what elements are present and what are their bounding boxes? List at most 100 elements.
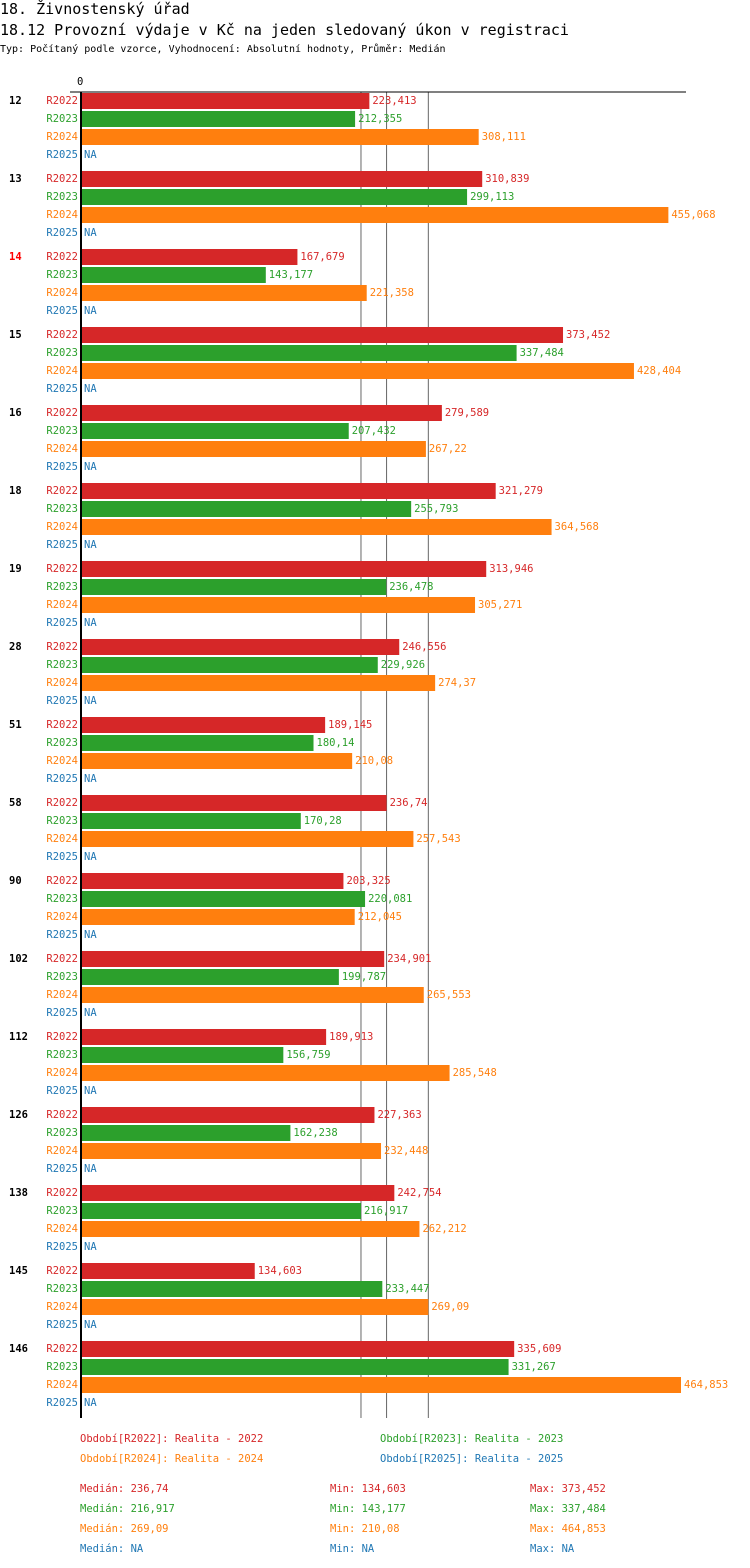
- bar-R2022: [81, 405, 442, 421]
- value-label: NA: [84, 773, 97, 785]
- series-label: R2024: [46, 1301, 78, 1313]
- category-label: 12: [9, 95, 22, 107]
- bar-R2024: [81, 441, 426, 457]
- value-label: NA: [84, 929, 97, 941]
- stat-max-r2022: Max: 373,452: [530, 1483, 606, 1495]
- series-label: R2024: [46, 365, 78, 377]
- series-label: R2023: [46, 269, 78, 281]
- series-label: R2022: [46, 1265, 78, 1277]
- bar-R2022: [81, 171, 483, 187]
- value-label: NA: [84, 383, 97, 395]
- value-label: 189,913: [329, 1031, 373, 1043]
- bar-R2023: [81, 189, 468, 205]
- value-label: NA: [84, 305, 97, 317]
- bar-R2022: [81, 327, 564, 343]
- bar-R2022: [81, 561, 487, 577]
- value-label: 257,543: [416, 833, 460, 845]
- series-label: R2023: [46, 1361, 78, 1373]
- value-label: 134,603: [258, 1265, 302, 1277]
- value-label: 267,22: [429, 443, 467, 455]
- value-label: 310,839: [485, 173, 529, 185]
- chart-title: 18.12 Provozní výdaje v Kč na jeden sled…: [0, 21, 569, 39]
- category-label: 51: [9, 719, 22, 731]
- series-label: R2023: [46, 1205, 78, 1217]
- value-label: 285,548: [453, 1067, 497, 1079]
- value-label: 279,589: [445, 407, 489, 419]
- bar-R2023: [81, 345, 517, 361]
- value-label: 269,09: [431, 1301, 469, 1313]
- category-label: 146: [9, 1343, 28, 1355]
- legend-r2025: Období[R2025]: Realita - 2025: [380, 1453, 564, 1465]
- series-label: R2025: [46, 461, 78, 473]
- value-label: 321,279: [499, 485, 543, 497]
- value-label: 207,432: [352, 425, 396, 437]
- stat-median-r2023: Medián: 216,917: [80, 1503, 175, 1515]
- bar-R2023: [81, 579, 387, 595]
- bar-R2024: [81, 1143, 382, 1159]
- series-label: R2022: [46, 95, 78, 107]
- bar-R2024: [81, 1377, 681, 1393]
- bar-R2023: [81, 423, 349, 439]
- series-label: R2024: [46, 989, 78, 1001]
- bar-R2024: [81, 129, 479, 145]
- value-label: 156,759: [286, 1049, 330, 1061]
- value-label: 331,267: [512, 1361, 556, 1373]
- bar-R2022: [81, 1107, 375, 1123]
- value-label: 308,111: [482, 131, 526, 143]
- series-label: R2024: [46, 287, 78, 299]
- series-label: R2023: [46, 971, 78, 983]
- bar-R2024: [81, 753, 353, 769]
- bar-R2024: [81, 597, 476, 613]
- bar-R2022: [81, 483, 496, 499]
- legend-r2023: Období[R2023]: Realita - 2023: [380, 1433, 564, 1445]
- bar-R2023: [81, 267, 266, 283]
- series-label: R2023: [46, 347, 78, 359]
- stat-median-r2022: Medián: 236,74: [80, 1483, 169, 1495]
- series-label: R2024: [46, 911, 78, 923]
- series-label: R2022: [46, 329, 78, 341]
- bar-R2022: [81, 93, 370, 109]
- series-label: R2025: [46, 1163, 78, 1175]
- series-label: R2025: [46, 929, 78, 941]
- series-label: R2022: [46, 251, 78, 263]
- value-label: 236,74: [390, 797, 428, 809]
- category-label: 90: [9, 875, 22, 887]
- value-label: 233,447: [385, 1283, 429, 1295]
- value-label: 203,325: [346, 875, 390, 887]
- bar-R2023: [81, 735, 314, 751]
- category-label: 112: [9, 1031, 28, 1043]
- axis-zero-label: 0: [77, 76, 83, 88]
- stat-min-r2024: Min: 210,08: [330, 1523, 400, 1535]
- value-label: 227,363: [377, 1109, 421, 1121]
- category-label: 28: [9, 641, 22, 653]
- value-label: 212,045: [358, 911, 402, 923]
- bar-R2023: [81, 1047, 284, 1063]
- category-label: 138: [9, 1187, 28, 1199]
- value-label: 162,238: [293, 1127, 337, 1139]
- series-label: R2024: [46, 1379, 78, 1391]
- bar-R2024: [81, 1221, 420, 1237]
- bar-R2024: [81, 987, 424, 1003]
- bar-R2023: [81, 501, 412, 517]
- value-label: 212,355: [358, 113, 402, 125]
- value-label: 428,404: [637, 365, 681, 377]
- series-label: R2022: [46, 641, 78, 653]
- series-label: R2025: [46, 1007, 78, 1019]
- value-label: 313,946: [489, 563, 533, 575]
- value-label: NA: [84, 1397, 97, 1409]
- value-label: 170,28: [304, 815, 342, 827]
- category-label: 58: [9, 797, 22, 809]
- series-label: R2024: [46, 755, 78, 767]
- bar-chart: 0 12 R2022 223,413 R2023 212,355 R2024 308,111 R…: [9, 76, 728, 1418]
- series-label: R2022: [46, 563, 78, 575]
- series-label: R2025: [46, 227, 78, 239]
- value-label: 220,081: [368, 893, 412, 905]
- category-label: 14: [9, 251, 22, 263]
- series-label: R2023: [46, 1049, 78, 1061]
- series-label: R2025: [46, 1241, 78, 1253]
- series-label: R2025: [46, 1085, 78, 1097]
- series-label: R2023: [46, 659, 78, 671]
- series-label: R2024: [46, 1067, 78, 1079]
- bar-R2024: [81, 1065, 450, 1081]
- value-label: 232,448: [384, 1145, 428, 1157]
